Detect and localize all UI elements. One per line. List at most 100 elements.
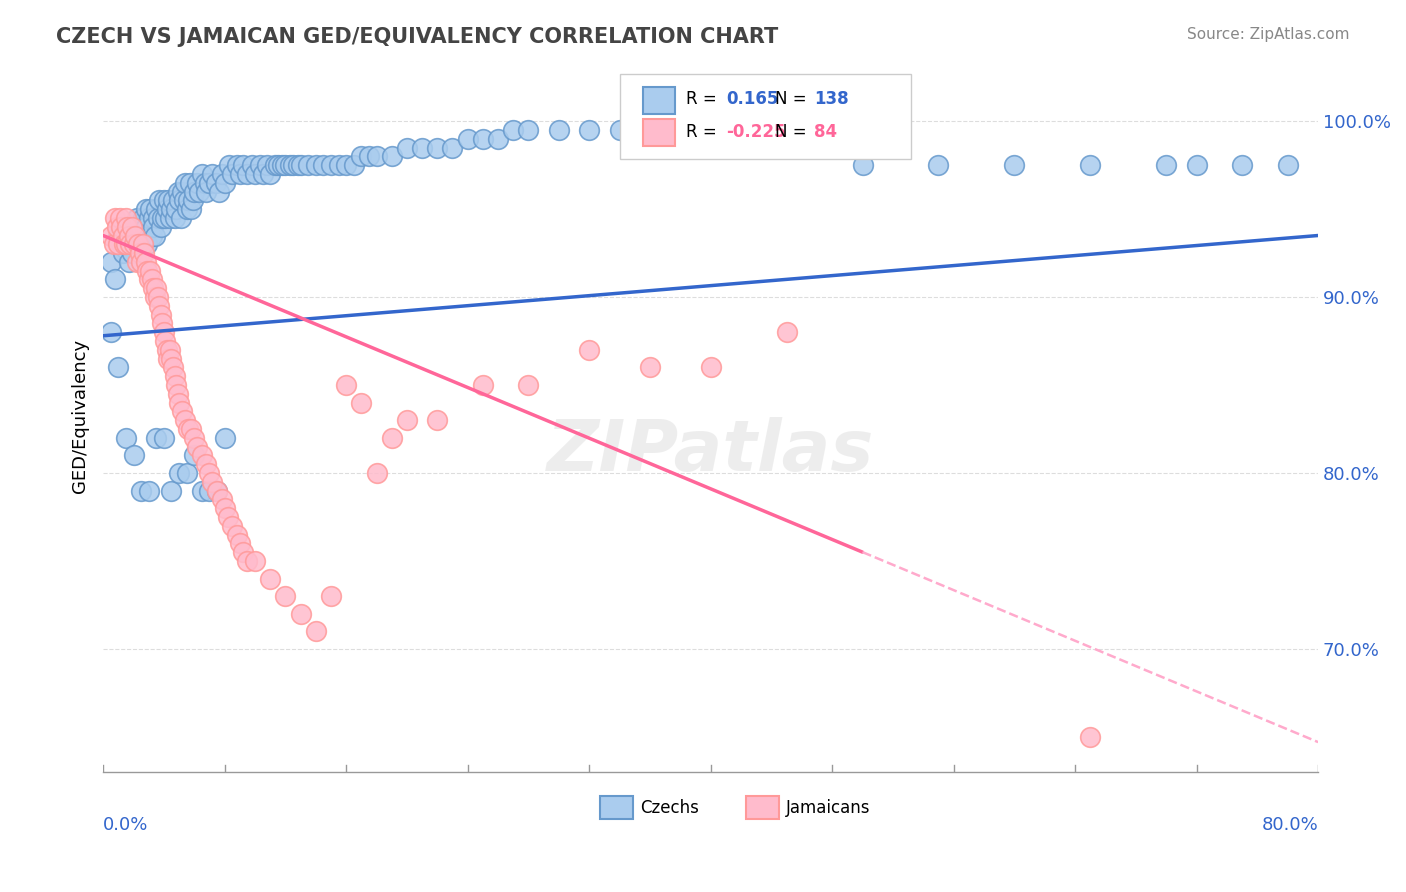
Point [124, 228, 146, 243]
Point [136, 237, 159, 252]
FancyBboxPatch shape [745, 797, 779, 819]
Point [135, 202, 157, 216]
Text: -0.225: -0.225 [727, 123, 786, 141]
Point [128, 246, 150, 260]
Point [305, 624, 328, 639]
Point [578, 123, 600, 137]
Text: R =: R = [686, 123, 723, 141]
Point [319, 589, 342, 603]
Point [142, 281, 165, 295]
Point [790, 114, 813, 128]
Point [149, 308, 172, 322]
Text: 84: 84 [814, 123, 837, 141]
Point [153, 325, 176, 339]
Point [205, 483, 228, 498]
Point [111, 228, 134, 243]
Point [1277, 158, 1299, 172]
Point [204, 176, 226, 190]
Point [201, 167, 224, 181]
Point [104, 211, 127, 225]
Text: Jamaicans: Jamaicans [786, 798, 870, 816]
Point [927, 158, 949, 172]
Point [177, 194, 200, 208]
Point [240, 158, 263, 172]
Point [127, 237, 149, 252]
Point [112, 237, 135, 252]
Point [183, 185, 205, 199]
Point [335, 378, 357, 392]
Point [122, 237, 145, 252]
Point [143, 290, 166, 304]
Point [259, 167, 281, 181]
Point [225, 158, 247, 172]
Point [115, 237, 138, 252]
Point [160, 351, 183, 366]
Text: 80.0%: 80.0% [1261, 816, 1319, 834]
Point [181, 194, 204, 208]
Point [218, 158, 240, 172]
Point [366, 149, 388, 163]
Point [319, 158, 342, 172]
Text: N =: N = [775, 123, 807, 141]
Point [343, 158, 366, 172]
Point [426, 140, 449, 154]
Point [278, 158, 301, 172]
Point [107, 237, 129, 252]
Point [851, 158, 873, 172]
Point [195, 457, 218, 471]
Point [471, 378, 494, 392]
Point [163, 369, 186, 384]
Point [221, 518, 243, 533]
Point [191, 449, 214, 463]
Point [142, 219, 165, 234]
Point [638, 114, 661, 128]
Point [120, 219, 142, 234]
Point [156, 343, 179, 357]
Point [139, 263, 162, 277]
Point [120, 237, 142, 252]
Point [205, 483, 228, 498]
Point [129, 219, 152, 234]
Text: N =: N = [775, 90, 807, 108]
Point [127, 237, 149, 252]
Point [110, 237, 132, 252]
Text: CZECH VS JAMAICAN GED/EQUIVALENCY CORRELATION CHART: CZECH VS JAMAICAN GED/EQUIVALENCY CORREL… [56, 27, 779, 46]
Point [160, 483, 183, 498]
Point [157, 351, 180, 366]
Point [148, 299, 170, 313]
Point [145, 431, 167, 445]
Point [142, 211, 165, 225]
Point [441, 140, 464, 154]
Point [141, 272, 163, 286]
Point [131, 237, 153, 252]
Point [195, 185, 218, 199]
Point [138, 483, 160, 498]
Point [100, 228, 122, 243]
Point [121, 219, 143, 234]
Point [609, 123, 631, 137]
Point [547, 123, 569, 137]
Point [243, 167, 266, 181]
Point [159, 343, 181, 357]
Point [136, 263, 159, 277]
Point [122, 449, 145, 463]
Point [236, 167, 259, 181]
Point [457, 132, 479, 146]
Point [259, 572, 281, 586]
Text: R =: R = [686, 90, 723, 108]
Point [214, 176, 236, 190]
Point [1078, 730, 1101, 744]
Point [186, 440, 208, 454]
Point [180, 422, 202, 436]
Point [111, 246, 134, 260]
Text: Source: ZipAtlas.com: Source: ZipAtlas.com [1187, 27, 1350, 42]
Point [221, 167, 243, 181]
Point [335, 158, 357, 172]
Point [183, 431, 205, 445]
Point [381, 431, 404, 445]
Point [148, 194, 170, 208]
Point [173, 194, 195, 208]
Y-axis label: GED/Equivalency: GED/Equivalency [72, 339, 89, 493]
Point [167, 466, 190, 480]
Point [211, 492, 233, 507]
